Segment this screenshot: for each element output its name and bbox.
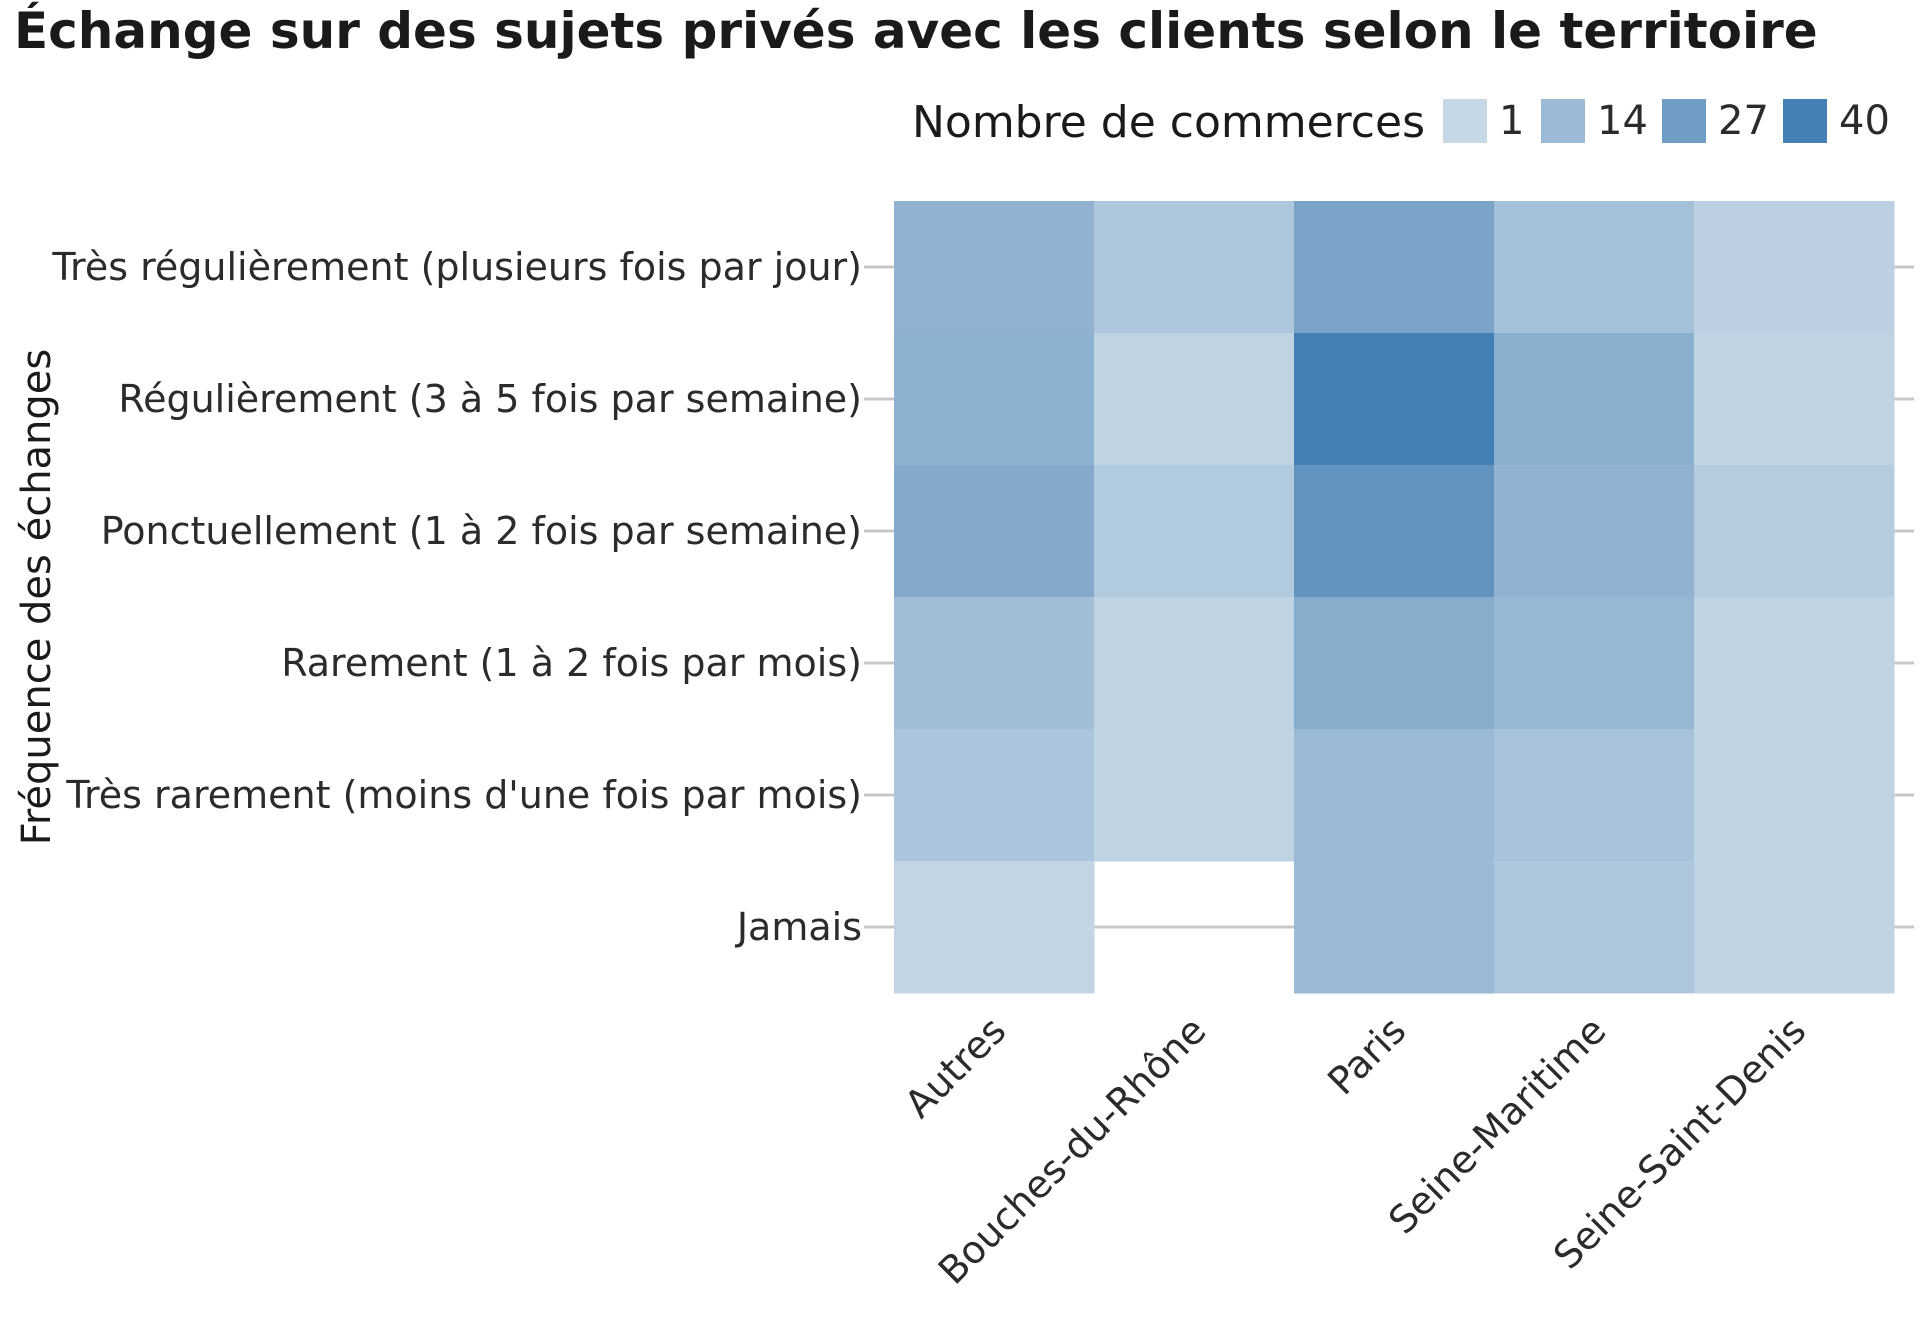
heatmap-cell	[1694, 597, 1895, 730]
legend-label: 1	[1499, 98, 1524, 144]
legend-swatch	[1783, 99, 1827, 143]
x-tick-label: Autres	[896, 1008, 1014, 1126]
y-tick-label: Régulièrement (3 à 5 fois par semaine)	[118, 377, 862, 421]
heatmap-cell	[894, 729, 1095, 862]
heatmap-cell	[1494, 597, 1695, 730]
heatmap-cell	[1494, 201, 1695, 334]
y-tick-label: Rarement (1 à 2 fois par mois)	[281, 641, 862, 685]
x-tick-label: Paris	[1319, 1008, 1414, 1103]
chart-title: Échange sur des sujets privés avec les c…	[14, 2, 1818, 60]
heatmap-cell	[1694, 465, 1895, 598]
heatmap-cell	[1494, 729, 1695, 862]
legend-swatch	[1662, 99, 1706, 143]
heatmap-cell	[1094, 333, 1295, 466]
legend: Nombre de commerces 1 14 27 40	[912, 97, 1890, 148]
heatmap-cell	[1294, 201, 1495, 334]
legend-swatch	[1541, 99, 1585, 143]
legend-label: 40	[1839, 98, 1890, 144]
heatmap-cell	[1694, 729, 1895, 862]
heatmap-cell	[1494, 333, 1695, 466]
y-tick-label: Ponctuellement (1 à 2 fois par semaine)	[101, 509, 862, 553]
heatmap-cell	[1294, 729, 1495, 862]
legend-label: 27	[1718, 98, 1769, 144]
y-tick-label: Très régulièrement (plusieurs fois par j…	[51, 245, 862, 289]
heatmap-cell	[894, 465, 1095, 598]
heatmap-cell	[1094, 597, 1295, 730]
heatmap-cell	[1694, 201, 1895, 334]
legend-label: 14	[1597, 98, 1648, 144]
y-axis-label: Fréquence des échanges	[14, 349, 60, 846]
heatmap-cell	[1294, 333, 1495, 466]
heatmap-cell	[1494, 465, 1695, 598]
heatmap-cell	[894, 201, 1095, 334]
heatmap-cell	[1694, 861, 1895, 994]
y-tick-label: Très rarement (moins d'une fois par mois…	[65, 773, 862, 817]
legend-swatch	[1443, 99, 1487, 143]
heatmap-cell	[1294, 465, 1495, 598]
heatmap-cell	[894, 861, 1095, 994]
heatmap-cell	[1094, 201, 1295, 334]
y-tick-label: Jamais	[735, 905, 862, 949]
heatmap-cell	[894, 333, 1095, 466]
heatmap-cell	[1694, 333, 1895, 466]
heatmap-cell	[1094, 465, 1295, 598]
heatmap-cell	[1294, 861, 1495, 994]
heatmap-cell	[1494, 861, 1695, 994]
heatmap-cell	[1294, 597, 1495, 730]
heatmap-cell	[1094, 729, 1295, 862]
legend-title: Nombre de commerces	[912, 97, 1425, 148]
x-tick-label: Seine-Maritime	[1380, 1008, 1614, 1242]
heatmap-cell	[894, 597, 1095, 730]
